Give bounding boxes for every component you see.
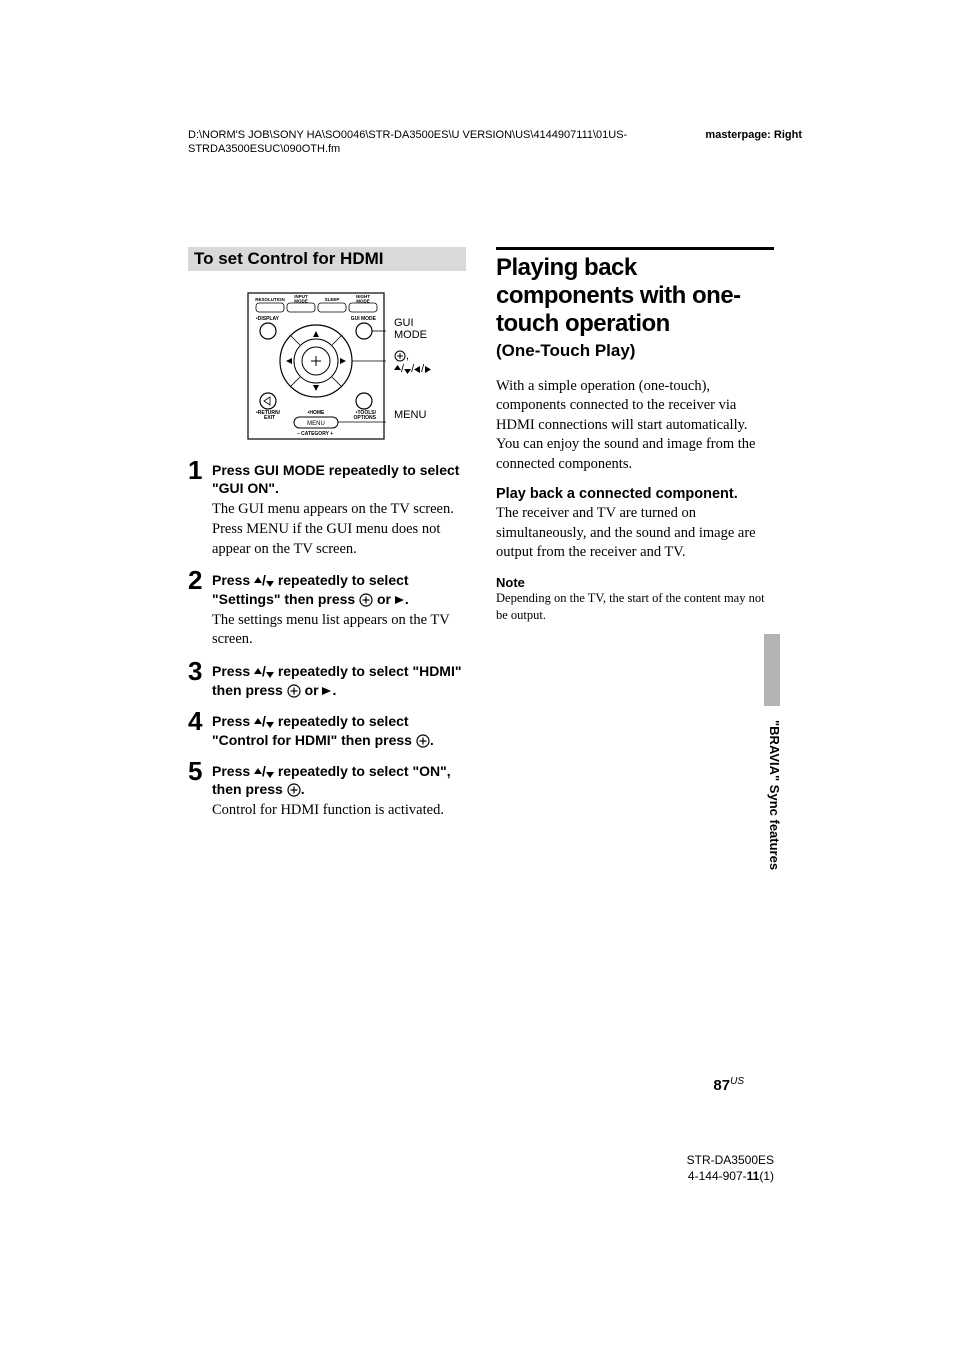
svg-text:OPTIONS: OPTIONS (353, 415, 376, 421)
step-1: 1 Press GUI MODE repeatedly to select "G… (188, 457, 466, 559)
path-line-2: STRDA3500ESUC\090OTH.fm (188, 142, 774, 156)
step-title: Press GUI MODE repeatedly to select "GUI… (212, 461, 466, 499)
label-menu: MENU (394, 409, 431, 422)
section-heading: To set Control for HDMI (188, 247, 466, 271)
side-tab-block (764, 634, 780, 706)
subtitle: (One-Touch Play) (496, 341, 774, 361)
svg-text:– CATEGORY +: – CATEGORY + (297, 431, 333, 437)
step-title: Press / repeatedly to select "ON", then … (212, 762, 466, 800)
remote-figure: RESOLUTION INPUT MODE SLEEP NIGHT MODE •… (246, 291, 466, 441)
footer-part-number: 4-144-907-11(1) (687, 1168, 774, 1184)
step-title: Press / repeatedly to select "HDMI" then… (212, 662, 466, 700)
page-number: 87US (713, 1076, 744, 1094)
svg-text:MODE: MODE (356, 298, 370, 303)
svg-text:MODE: MODE (294, 298, 308, 303)
left-column: To set Control for HDMI RESOLUTION INPUT… (188, 247, 466, 829)
step-num: 1 (188, 457, 212, 483)
step-2: 2 Press / repeatedly to select "Settings… (188, 567, 466, 650)
step-list: 1 Press GUI MODE repeatedly to select "G… (188, 457, 466, 821)
step-desc: Control for HDMI function is activated. (212, 801, 466, 821)
svg-text:•HOME: •HOME (308, 410, 325, 416)
label-enter-arrows: , /// (394, 350, 431, 375)
path-line-1: D:\NORM'S JOB\SONY HA\SO0046\STR-DA3500E… (188, 128, 774, 142)
svg-text:SLEEP: SLEEP (325, 297, 340, 302)
label-gui-mode: GUI MODE (394, 317, 431, 342)
svg-text:EXIT: EXIT (264, 415, 275, 421)
remote-diagram: RESOLUTION INPUT MODE SLEEP NIGHT MODE •… (246, 291, 386, 441)
step-num: 2 (188, 567, 212, 593)
body-paragraph-1: With a simple operation (one-touch), com… (496, 377, 774, 475)
step-4: 4 Press / repeatedly to select "Control … (188, 708, 466, 750)
footer-model: STR-DA3500ES 4-144-907-11(1) (687, 1152, 774, 1184)
step-num: 3 (188, 658, 212, 684)
instruction-line: Play back a connected component. (496, 486, 774, 502)
step-desc: The GUI menu appears on the TV screen. P… (212, 500, 466, 559)
svg-text:MENU: MENU (307, 421, 325, 427)
footer-model-name: STR-DA3500ES (687, 1152, 774, 1168)
body-paragraph-2: The receiver and TV are turned on simult… (496, 504, 774, 563)
file-path-header: D:\NORM'S JOB\SONY HA\SO0046\STR-DA3500E… (188, 128, 774, 157)
step-num: 5 (188, 758, 212, 784)
main-title: Playing back components with one-touch o… (496, 254, 774, 339)
side-tab-label: "BRAVIA" Sync features (767, 720, 782, 870)
note-heading: Note (496, 575, 774, 590)
note-text: Depending on the TV, the start of the co… (496, 590, 774, 624)
masterpage-label: masterpage: Right (705, 128, 802, 142)
svg-text:•DISPLAY: •DISPLAY (256, 316, 280, 322)
right-column: Playing back components with one-touch o… (496, 247, 774, 829)
step-num: 4 (188, 708, 212, 734)
step-3: 3 Press / repeatedly to select "HDMI" th… (188, 658, 466, 700)
step-title: Press / repeatedly to select "Settings" … (212, 571, 466, 609)
step-5: 5 Press / repeatedly to select "ON", the… (188, 758, 466, 821)
step-desc: The settings menu list appears on the TV… (212, 611, 466, 650)
svg-text:GUI MODE: GUI MODE (351, 316, 377, 322)
svg-text:RESOLUTION: RESOLUTION (255, 297, 285, 302)
accent-bar (496, 247, 774, 250)
step-title: Press / repeatedly to select "Control fo… (212, 712, 466, 750)
